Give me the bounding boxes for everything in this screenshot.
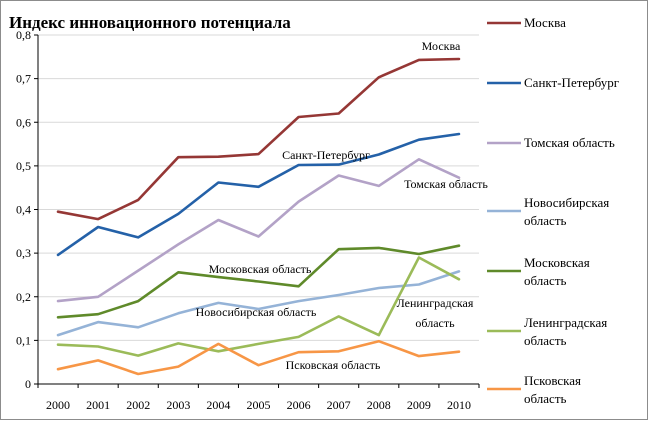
grid-layer xyxy=(38,34,479,341)
y-tick-label: 0,5 xyxy=(16,159,31,173)
legend-label-псковская-область: Псковская область xyxy=(524,373,581,406)
series-line-новосибирская-область xyxy=(56,270,461,337)
annotation-label: Москва xyxy=(422,39,461,53)
legend-label-московская-область: Московская область xyxy=(524,255,590,288)
x-tick-label: 2000 xyxy=(46,398,70,412)
series-line-санкт-петербург xyxy=(56,132,461,257)
x-tick-label: 2001 xyxy=(86,398,110,412)
series-line-псковская-область xyxy=(56,339,461,376)
x-tick-label: 2003 xyxy=(166,398,190,412)
series-line-москва xyxy=(56,57,461,221)
x-tick-label: 2008 xyxy=(367,398,391,412)
legend: Москва Санкт-Петербург Томская область Ново… xyxy=(487,15,619,406)
y-tick-label: 0,8 xyxy=(16,28,31,42)
legend-label-санкт-петербург: Санкт-Петербург xyxy=(524,75,619,90)
annotation-label: Псковская область xyxy=(286,358,381,372)
annotation-label: Ленинградская область xyxy=(397,296,474,330)
series-layer xyxy=(56,57,461,376)
annotation-layer: Москва Санкт-Петербург Томская область Моск… xyxy=(196,39,489,372)
annotation-label: Московская область xyxy=(209,262,312,276)
y-tick-label: 0,1 xyxy=(16,333,31,347)
series-line-томская-область xyxy=(56,158,461,303)
chart-title: Индекс инновационного потенциала xyxy=(9,13,291,32)
legend-label-ленинградская-область: Ленинградская область xyxy=(524,315,607,348)
x-tick-label: 2007 xyxy=(327,398,351,412)
y-tick-label: 0,4 xyxy=(16,203,31,217)
x-tick-label: 2004 xyxy=(206,398,230,412)
y-tick-label: 0,7 xyxy=(16,72,31,86)
axis-layer: 0 0,1 0,2 0,3 0,4 0,5 0,6 0,7 0,8 2000 2001 2002 200… xyxy=(16,28,480,412)
y-tick-label: 0,6 xyxy=(16,115,31,129)
x-tick-label: 2010 xyxy=(447,398,471,412)
series-line-ленинградская-область xyxy=(56,256,461,357)
y-tick-label: 0,3 xyxy=(16,246,31,260)
x-tick-label: 2002 xyxy=(126,398,150,412)
annotation-label: Новосибирская область xyxy=(196,305,317,319)
annotation-label: Томская область xyxy=(404,177,488,191)
series-line-московская-область xyxy=(56,244,461,319)
annotation-label: Санкт-Петербург xyxy=(282,148,370,162)
legend-label-москва: Москва xyxy=(524,15,566,30)
y-tick-label: 0,2 xyxy=(16,290,31,304)
y-tick-label: 0 xyxy=(25,377,31,391)
legend-label-новосибирская-область: Новосибирская область xyxy=(524,195,609,228)
x-tick-label: 2005 xyxy=(247,398,271,412)
x-tick-label: 2006 xyxy=(287,398,311,412)
x-tick-label: 2009 xyxy=(407,398,431,412)
legend-label-томская-область: Томская область xyxy=(524,135,615,150)
